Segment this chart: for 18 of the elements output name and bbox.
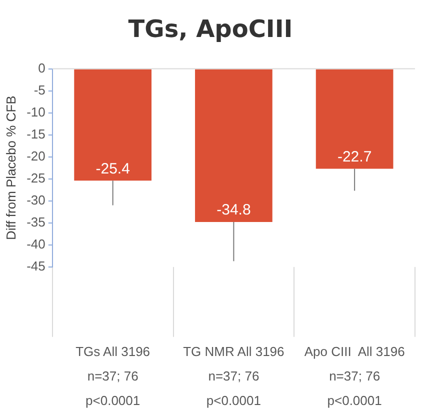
- y-tick-label: -40: [26, 236, 46, 252]
- x-tick-label: TG NMR All 3196 n=37; 76 p<0.0001: [183, 344, 284, 408]
- data-label: -25.4: [96, 160, 130, 178]
- y-tick-label: 0: [38, 60, 46, 76]
- y-tick-label: -25: [26, 170, 46, 186]
- data-label: -34.8: [216, 202, 251, 219]
- y-tick-label: -15: [26, 126, 46, 142]
- y-tick-label: -20: [26, 148, 46, 164]
- y-axis-title: Diff from Placebo % CFB: [3, 96, 18, 240]
- data-label: -22.7: [337, 148, 372, 166]
- y-tick-label: -30: [26, 192, 46, 208]
- y-tick-label: -10: [26, 104, 46, 120]
- y-tick-label: -5: [34, 82, 46, 98]
- y-tick-label: -35: [26, 214, 46, 230]
- x-tick-label: Apo CIII All 3196 n=37; 76 p<0.0001: [304, 344, 405, 408]
- chart-title: TGs, ApoCIII: [127, 14, 294, 45]
- x-tick-label: TGs All 3196 n=37; 76 p<0.0001: [76, 344, 150, 408]
- y-tick-label: -45: [26, 258, 46, 274]
